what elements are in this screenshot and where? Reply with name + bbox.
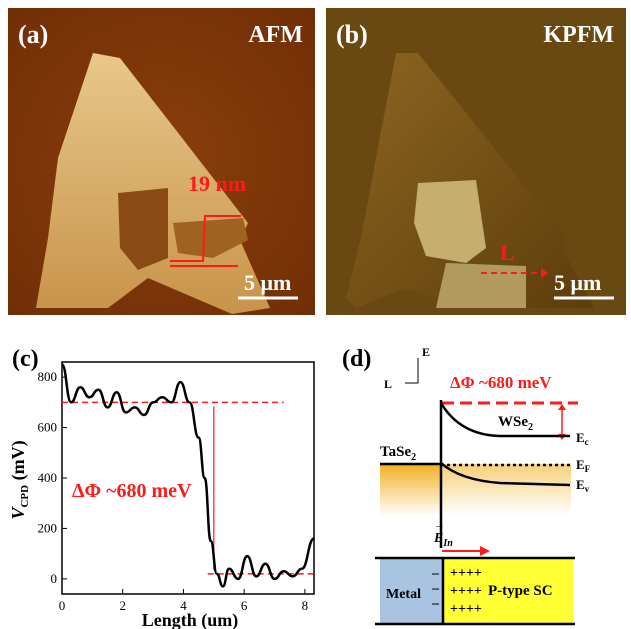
plot-frame xyxy=(62,362,314,594)
axis-e-label: E xyxy=(422,345,430,359)
x-tick-label: 8 xyxy=(302,598,309,613)
field-vector-arrow: → xyxy=(434,519,445,531)
metal-band-extension xyxy=(441,464,571,516)
x-tick-label: 0 xyxy=(59,598,66,613)
positive-charges-1: ++++ xyxy=(450,566,482,581)
kpfm-scale-label: 5 μm xyxy=(554,270,601,296)
afm-image-panel: (a) AFM 19 nm 5 μm xyxy=(8,8,315,315)
panel-b-label: (b) xyxy=(336,20,368,50)
tase2-label: TaSe2 xyxy=(380,444,416,463)
wse2-label: WSe2 xyxy=(498,414,533,433)
y-axis-label: VCPD (mV) xyxy=(8,440,31,519)
svg-text:–: – xyxy=(431,596,440,611)
ec-label: Ec xyxy=(576,430,589,447)
delta-phi-annotation: ΔΦ ~680 meV xyxy=(72,480,192,502)
ef-label: EF xyxy=(576,457,591,474)
panel-a-label: (a) xyxy=(18,20,48,50)
kpfm-image xyxy=(326,8,626,315)
y-tick-label: 600 xyxy=(38,420,58,435)
kpfm-title: KPFM xyxy=(543,22,614,49)
band-diagram: (d) E L ΔΦ ~680 meV WSe2 TaSe2 Ec EF Ev … xyxy=(330,330,631,629)
x-tick-label: 6 xyxy=(241,598,248,613)
metal-band-region xyxy=(380,464,441,516)
x-axis-label: Length (um) xyxy=(142,610,239,629)
y-tick-label: 800 xyxy=(38,369,58,384)
p-type-label: P-type SC xyxy=(488,583,553,599)
negative-charges: – xyxy=(431,566,440,581)
afm-title: AFM xyxy=(248,22,303,49)
field-label: EIn xyxy=(433,531,453,549)
svg-text:–: – xyxy=(431,581,440,596)
afm-scale-label: 5 μm xyxy=(244,270,291,296)
axis-l-label: L xyxy=(384,377,392,391)
ev-label: Ev xyxy=(576,477,590,494)
kpfm-image-panel: (b) KPFM L 5 μm xyxy=(326,8,626,315)
y-tick-label: 200 xyxy=(38,520,58,535)
panel-c-label: (c) xyxy=(12,346,39,372)
afm-image xyxy=(8,8,315,315)
line-label: L xyxy=(500,240,515,266)
height-label: 19 nm xyxy=(188,171,246,197)
positive-charges-2: ++++ xyxy=(450,584,482,599)
y-tick-label: 400 xyxy=(38,470,58,485)
positive-charges-3: ++++ xyxy=(450,602,482,617)
x-tick-label: 2 xyxy=(119,598,126,613)
metal-label: Metal xyxy=(386,587,421,602)
y-tick-label: 0 xyxy=(51,571,58,586)
panel-d-label: (d) xyxy=(342,346,371,372)
band-delta-phi: ΔΦ ~680 meV xyxy=(450,373,552,392)
vcpd-series-line xyxy=(62,365,314,587)
